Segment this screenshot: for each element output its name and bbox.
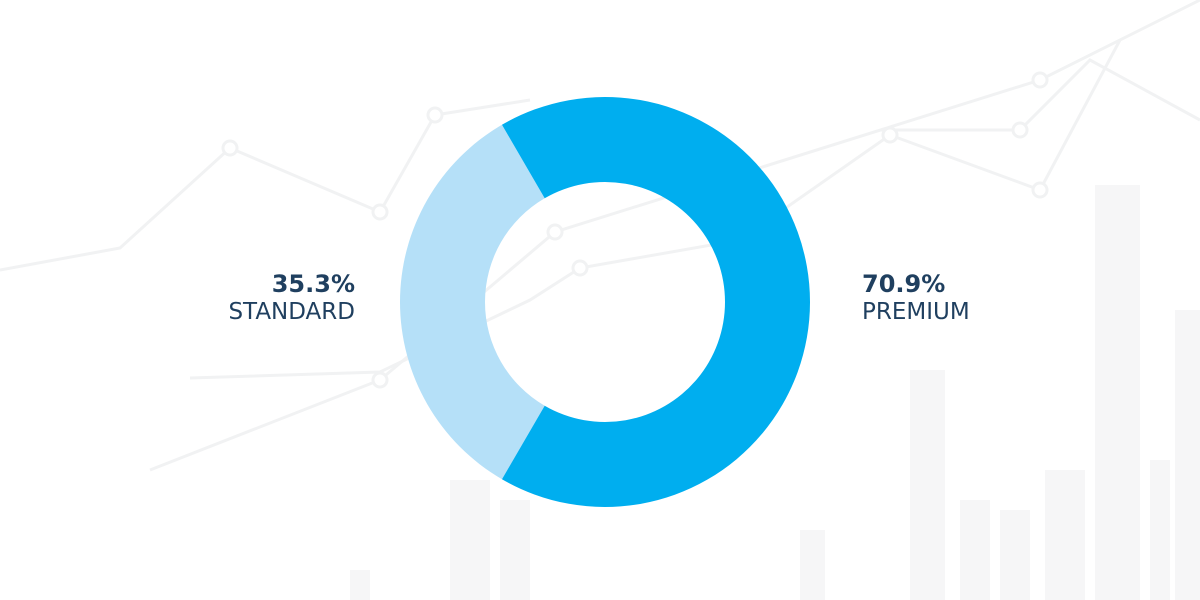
category-label: PREMIUM <box>862 299 970 325</box>
donut-segment <box>400 124 545 480</box>
donut-segment <box>501 97 811 507</box>
value-label: 70.9% <box>862 270 945 298</box>
category-label: STANDARD <box>228 299 355 325</box>
donut <box>400 97 811 507</box>
value-label: 35.3% <box>272 270 355 298</box>
